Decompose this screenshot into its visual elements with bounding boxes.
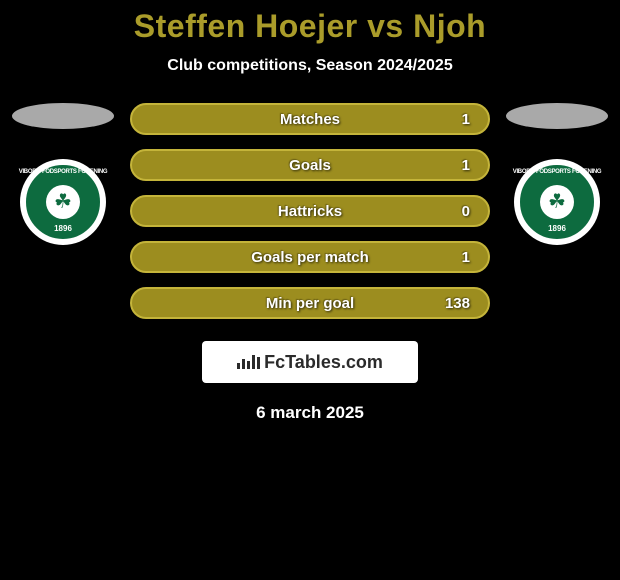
brand-box[interactable]: FcTables.com	[202, 341, 418, 383]
subtitle: Club competitions, Season 2024/2025	[0, 57, 620, 75]
stat-bar-goals: Goals 1	[130, 149, 490, 181]
chart-icon	[237, 355, 260, 369]
right-column: VIBORG FODSPORTS FORENING ☘ 1896	[502, 103, 612, 245]
stat-label: Min per goal	[266, 295, 354, 312]
stat-bar-goals-per-match: Goals per match 1	[130, 241, 490, 273]
club-badge-right: VIBORG FODSPORTS FORENING ☘ 1896	[514, 159, 600, 245]
page-title: Steffen Hoejer vs Njoh	[0, 8, 620, 45]
main-row: VIBORG FODSPORTS FORENING ☘ 1896 Matches…	[0, 103, 620, 319]
left-column: VIBORG FODSPORTS FORENING ☘ 1896	[8, 103, 118, 245]
stat-value: 1	[462, 249, 470, 266]
club-badge-left: VIBORG FODSPORTS FORENING ☘ 1896	[20, 159, 106, 245]
stat-label: Goals	[289, 157, 331, 174]
comparison-card: Steffen Hoejer vs Njoh Club competitions…	[0, 0, 620, 423]
stat-label: Hattricks	[278, 203, 342, 220]
badge-year-right: 1896	[548, 224, 566, 233]
brand-text: FcTables.com	[264, 352, 383, 373]
stat-value: 0	[462, 203, 470, 220]
stat-value: 138	[445, 295, 470, 312]
stat-bar-hattricks: Hattricks 0	[130, 195, 490, 227]
player-right-placeholder	[506, 103, 608, 129]
stats-column: Matches 1 Goals 1 Hattricks 0 Goals per …	[130, 103, 490, 319]
badge-top-text-left: VIBORG FODSPORTS FORENING	[19, 169, 108, 175]
stat-bar-min-per-goal: Min per goal 138	[130, 287, 490, 319]
stat-value: 1	[462, 111, 470, 128]
shamrock-icon: ☘	[548, 192, 566, 212]
badge-center-left: ☘	[46, 185, 80, 219]
shamrock-icon: ☘	[54, 192, 72, 212]
club-badge-left-inner: VIBORG FODSPORTS FORENING ☘ 1896	[24, 163, 102, 241]
stat-label: Matches	[280, 111, 340, 128]
badge-year-left: 1896	[54, 224, 72, 233]
stat-label: Goals per match	[251, 249, 369, 266]
badge-center-right: ☘	[540, 185, 574, 219]
stat-value: 1	[462, 157, 470, 174]
date-label: 6 march 2025	[0, 403, 620, 423]
badge-top-text-right: VIBORG FODSPORTS FORENING	[513, 169, 602, 175]
player-left-placeholder	[12, 103, 114, 129]
stat-bar-matches: Matches 1	[130, 103, 490, 135]
club-badge-right-inner: VIBORG FODSPORTS FORENING ☘ 1896	[518, 163, 596, 241]
